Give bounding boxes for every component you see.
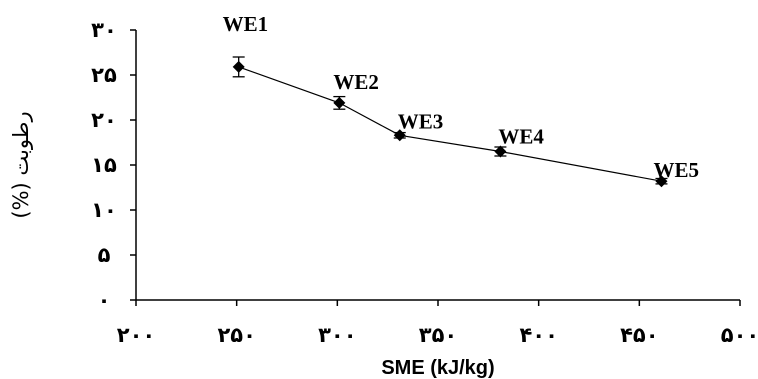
y-tick-label: ۳۰ (91, 18, 117, 42)
x-ticks: ۲۰۰ ۲۵۰ ۳۰۰ ۳۵۰ ۴۰۰ ۴۵۰ ۵۰۰ (117, 300, 758, 347)
y-tick-label: ۲۵ (91, 63, 117, 87)
data-point-label: WE5 (653, 158, 699, 182)
y-tick-label: ۵ (98, 243, 111, 267)
x-tick-label: ۳۵۰ (419, 323, 457, 347)
y-tick-label: ۱۰ (91, 198, 117, 222)
series-group: WE1 WE2 WE3 WE4 WE5 (223, 12, 699, 188)
data-point-label: WE4 (498, 125, 544, 149)
data-point-label: WE2 (333, 70, 379, 94)
y-tick-label: ۰ (98, 288, 111, 312)
x-tick-label: ۴۵۰ (620, 323, 658, 347)
data-point-marker (232, 60, 245, 73)
x-axis-title: SME (kJ/kg) (381, 357, 494, 379)
data-point-marker (494, 145, 507, 158)
series-line (238, 66, 662, 182)
data-point-marker (655, 175, 668, 188)
x-tick-label: ۲۵۰ (217, 323, 255, 347)
data-point-label: WE3 (398, 109, 444, 133)
y-tick-label: ۲۰ (91, 108, 117, 132)
y-tick-label: ۱۵ (91, 153, 117, 177)
x-tick-label: ۵۰۰ (721, 323, 758, 347)
data-point-label: WE1 (223, 12, 269, 36)
x-tick-label: ۲۰۰ (117, 323, 155, 347)
data-point-marker (393, 129, 406, 142)
y-axis-title: رطوبت (%) (9, 111, 33, 218)
y-ticks: ۰ ۵ ۱۰ ۱۵ ۲۰ ۲۵ ۳۰ (91, 18, 136, 312)
x-tick-label: ۳۰۰ (318, 323, 356, 347)
data-point-marker (333, 96, 346, 109)
axes (135, 30, 740, 301)
x-tick-label: ۴۰۰ (519, 323, 557, 347)
